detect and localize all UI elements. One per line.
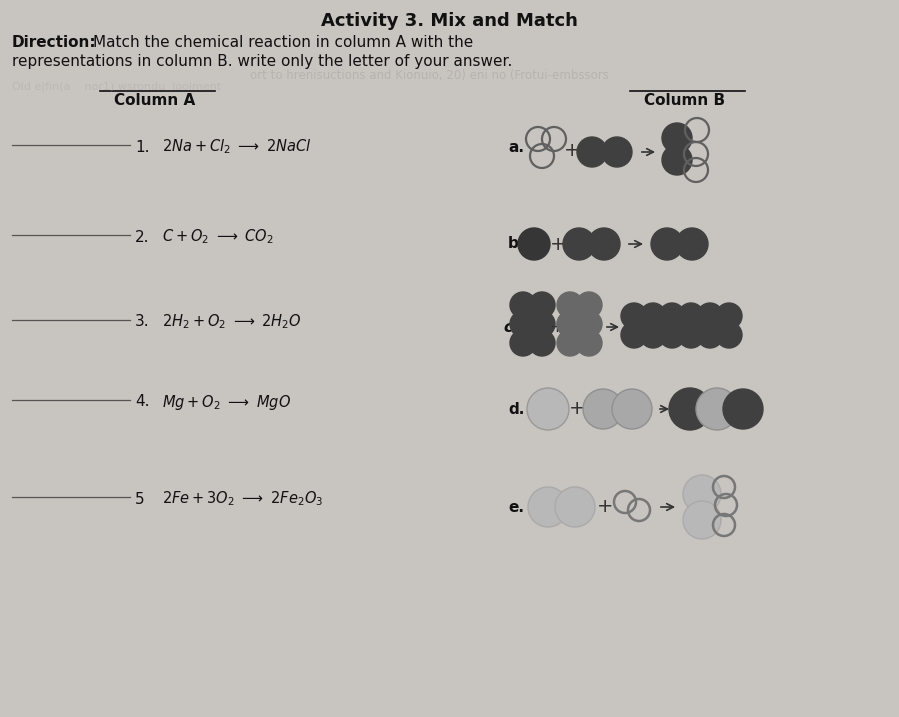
Text: +: +	[549, 318, 565, 336]
Circle shape	[640, 322, 666, 348]
Circle shape	[529, 292, 555, 318]
Text: a.: a.	[508, 140, 524, 154]
Circle shape	[621, 322, 647, 348]
Circle shape	[662, 145, 692, 175]
Text: 3.: 3.	[135, 315, 149, 330]
Circle shape	[576, 311, 602, 337]
Text: $C+O_2$ $\longrightarrow$ $CO_2$: $C+O_2$ $\longrightarrow$ $CO_2$	[162, 228, 273, 247]
Circle shape	[557, 311, 583, 337]
Text: Activity 3. Mix and Match: Activity 3. Mix and Match	[321, 12, 577, 30]
Text: +: +	[564, 141, 580, 159]
Text: 5: 5	[135, 491, 145, 506]
Circle shape	[640, 303, 666, 329]
Circle shape	[678, 303, 704, 329]
Circle shape	[716, 303, 742, 329]
Text: e.: e.	[508, 500, 524, 515]
Text: $2Na+Cl_2$ $\longrightarrow$ $2NaCl$: $2Na+Cl_2$ $\longrightarrow$ $2NaCl$	[162, 138, 312, 156]
Text: 1.: 1.	[135, 140, 149, 154]
Text: d.: d.	[508, 402, 524, 417]
Circle shape	[510, 330, 536, 356]
Text: 4.: 4.	[135, 394, 149, 409]
Text: Direction:: Direction:	[12, 35, 96, 50]
Circle shape	[529, 330, 555, 356]
Circle shape	[697, 322, 723, 348]
Circle shape	[621, 303, 647, 329]
Circle shape	[529, 311, 555, 337]
Text: +: +	[597, 498, 613, 516]
Text: $Mg+O_2$ $\longrightarrow$ $MgO$: $Mg+O_2$ $\longrightarrow$ $MgO$	[162, 392, 291, 412]
Circle shape	[527, 388, 569, 430]
Text: Old e|fin(a    nor1) wsrondu  loolment: Old e|fin(a nor1) wsrondu loolment	[12, 81, 221, 92]
Circle shape	[557, 330, 583, 356]
Circle shape	[716, 322, 742, 348]
Text: +: +	[550, 234, 566, 254]
Circle shape	[678, 322, 704, 348]
Circle shape	[563, 228, 595, 260]
Circle shape	[518, 228, 550, 260]
Circle shape	[683, 501, 721, 539]
Text: $2H_2+O_2$ $\longrightarrow$ $2H_2O$: $2H_2+O_2$ $\longrightarrow$ $2H_2O$	[162, 313, 302, 331]
Circle shape	[612, 389, 652, 429]
Circle shape	[659, 303, 685, 329]
Circle shape	[588, 228, 620, 260]
Circle shape	[697, 303, 723, 329]
Circle shape	[557, 292, 583, 318]
Circle shape	[669, 388, 711, 430]
Text: 2.: 2.	[135, 229, 149, 244]
Text: c.: c.	[503, 320, 518, 335]
Text: Match the chemical reaction in column A with the: Match the chemical reaction in column A …	[93, 35, 473, 50]
Circle shape	[723, 389, 763, 429]
Circle shape	[577, 137, 607, 167]
Circle shape	[662, 123, 692, 153]
Text: Column B: Column B	[645, 93, 725, 108]
Circle shape	[576, 292, 602, 318]
Circle shape	[602, 137, 632, 167]
Circle shape	[510, 311, 536, 337]
Text: +: +	[569, 399, 585, 419]
Text: representations in column B. write only the letter of your answer.: representations in column B. write only …	[12, 54, 512, 69]
Text: $2Fe+3O_2$ $\longrightarrow$ $2Fe_2O_3$: $2Fe+3O_2$ $\longrightarrow$ $2Fe_2O_3$	[162, 490, 324, 508]
Circle shape	[510, 292, 536, 318]
Text: b.: b.	[508, 237, 524, 252]
Text: ort to hrenisuctions and Kionuio, 20) eni no (Frotui-embssors: ort to hrenisuctions and Kionuio, 20) en…	[250, 69, 609, 82]
Circle shape	[683, 475, 721, 513]
Circle shape	[676, 228, 708, 260]
Circle shape	[696, 388, 738, 430]
Circle shape	[651, 228, 683, 260]
Circle shape	[576, 330, 602, 356]
Text: Column A: Column A	[114, 93, 196, 108]
Circle shape	[583, 389, 623, 429]
Circle shape	[555, 487, 595, 527]
Circle shape	[528, 487, 568, 527]
Circle shape	[659, 322, 685, 348]
